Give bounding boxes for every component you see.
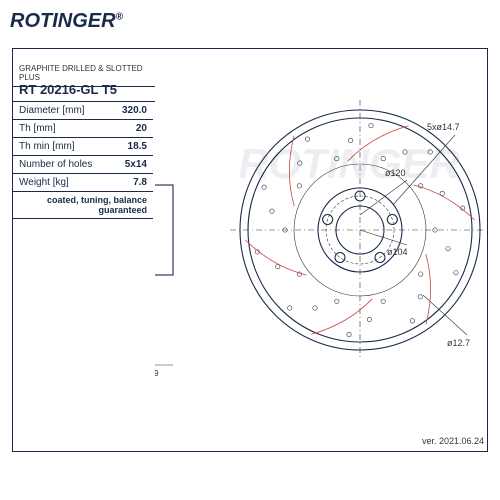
technical-drawing-sheet: ROTINGER® GRAPHITE DRILLED & SLOTTED PLU… — [0, 0, 500, 500]
callout-bolt: 5xø14.7 — [427, 122, 460, 132]
callout-pcd: ø120 — [385, 168, 406, 178]
table-row: Diameter [mm]320.0 — [13, 102, 153, 120]
table-row: Weight [kg]7.8 — [13, 174, 153, 192]
spec-note: coated, tuning, balance guaranteed — [13, 192, 153, 219]
callouts: 5xø14.7 ø120 ø104 ø12.7 — [360, 122, 470, 348]
callout-drill: ø12.7 — [447, 338, 470, 348]
part-number: RT 20216-GL T5 — [13, 78, 155, 102]
version-label: ver. 2021.06.24 — [422, 436, 484, 446]
table-row: Number of holes5x14 — [13, 156, 153, 174]
table-row: Th min [mm]18.5 — [13, 138, 153, 156]
brand-logo: ROTINGER® — [10, 10, 123, 33]
dim-hat: 53.9 — [155, 369, 159, 378]
table-row: Th [mm]20 — [13, 120, 153, 138]
brake-disc-drawing: ø320 ø184.9 ø152.5 53.9 20 7.2 5xø14.7 ø… — [155, 50, 485, 450]
callout-bore: ø104 — [387, 247, 408, 257]
spec-table: Diameter [mm]320.0 Th [mm]20 Th min [mm]… — [13, 102, 153, 219]
